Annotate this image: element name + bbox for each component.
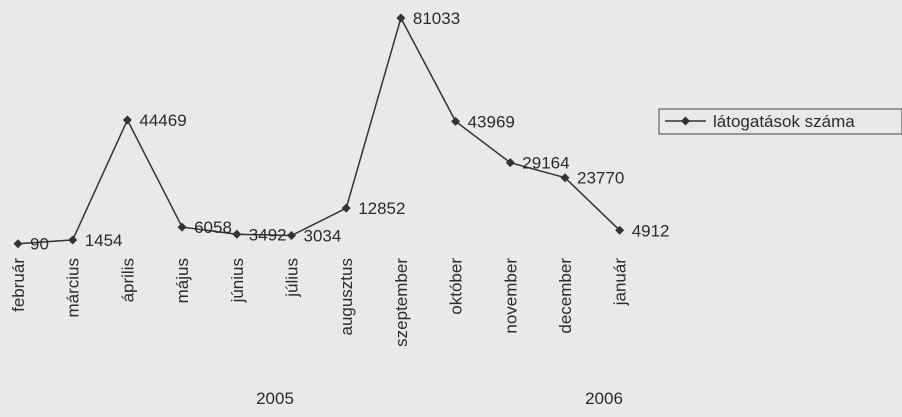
x-tick-labels: február március április május június július au… — [9, 258, 630, 347]
x-tick-label: január — [611, 258, 630, 307]
data-label: 43969 — [468, 112, 515, 131]
legend: látogatások száma — [658, 108, 902, 135]
data-point — [13, 239, 23, 249]
x-tick-label: március — [64, 258, 83, 318]
data-point — [68, 235, 78, 245]
x-tick-label: szeptember — [392, 258, 411, 347]
x-tick-label: december — [556, 258, 575, 334]
data-point — [396, 13, 406, 23]
year-label: 2005 — [256, 389, 294, 408]
data-label: 3492 — [249, 225, 287, 244]
data-point — [177, 222, 187, 232]
data-label: 23770 — [577, 169, 624, 188]
legend-box — [658, 108, 902, 135]
x-tick-label: június — [228, 258, 247, 303]
data-label: 12852 — [358, 199, 405, 218]
data-labels: 90 1454 44469 6058 3492 3034 12852 81033 43969 29… — [30, 9, 670, 254]
data-label: 1454 — [85, 231, 123, 250]
legend-marker-icon — [681, 116, 690, 126]
legend-label: látogatások száma — [713, 112, 855, 131]
data-label: 29164 — [522, 154, 569, 173]
data-label: 81033 — [413, 9, 460, 28]
x-tick-label: július — [283, 258, 302, 298]
data-point — [451, 116, 461, 126]
data-label: 4912 — [632, 221, 670, 240]
x-tick-label: május — [173, 258, 192, 303]
series-line — [17, 16, 621, 245]
data-point — [341, 203, 351, 213]
x-tick-label: április — [118, 258, 137, 302]
data-label: 90 — [30, 235, 49, 254]
data-point — [122, 115, 132, 125]
year-label: 2006 — [585, 389, 623, 408]
data-point — [505, 158, 515, 168]
data-label: 44469 — [139, 111, 186, 130]
x-tick-label: február — [9, 258, 28, 312]
year-labels: 2005 2006 — [256, 389, 623, 408]
data-label: 3034 — [304, 227, 342, 246]
data-point — [287, 231, 296, 241]
data-point — [615, 225, 625, 235]
data-point — [560, 173, 570, 183]
series-line-group — [17, 16, 621, 245]
data-point — [232, 229, 242, 239]
data-points — [13, 13, 625, 249]
x-tick-label: október — [447, 258, 466, 315]
x-tick-label: november — [501, 258, 520, 334]
x-tick-label: augusztus — [337, 258, 356, 336]
data-label: 6058 — [194, 218, 232, 237]
